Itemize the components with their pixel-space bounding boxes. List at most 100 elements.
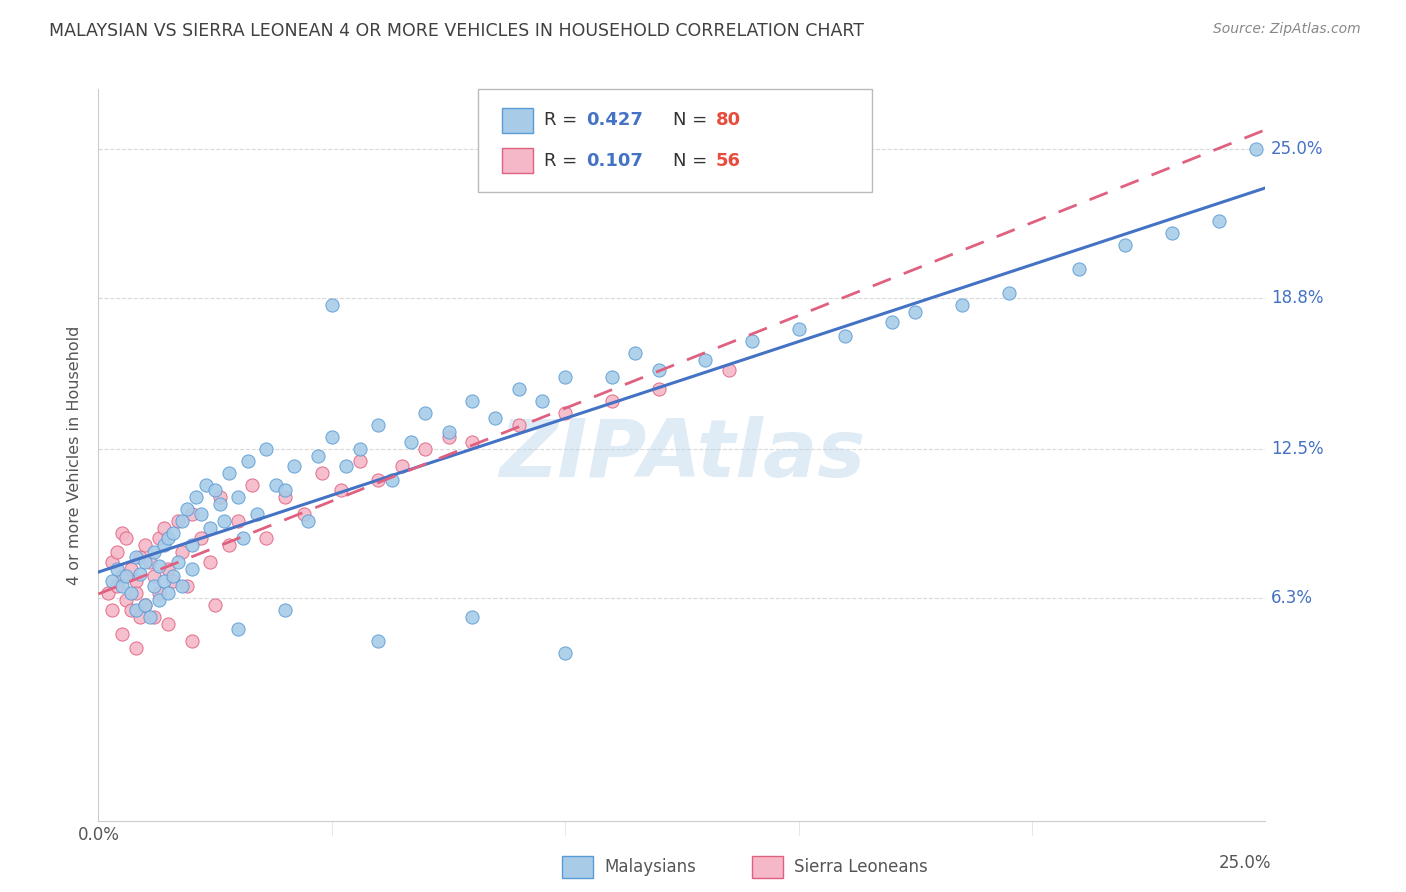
Point xyxy=(111,569,134,583)
Point xyxy=(129,566,152,581)
Point xyxy=(228,622,250,636)
Point xyxy=(162,525,184,540)
Point xyxy=(256,442,278,456)
Point xyxy=(143,579,166,593)
Point xyxy=(330,483,353,497)
Point xyxy=(1114,238,1136,252)
Point xyxy=(148,593,170,607)
Point xyxy=(105,562,128,576)
Point xyxy=(321,298,343,312)
Point xyxy=(242,478,264,492)
Point xyxy=(367,473,389,487)
Point xyxy=(399,434,422,449)
Point xyxy=(180,633,202,648)
Point xyxy=(367,417,389,432)
Text: 80: 80 xyxy=(716,112,741,129)
Text: ZIPAtlas: ZIPAtlas xyxy=(499,416,865,494)
Point xyxy=(180,507,202,521)
Point xyxy=(321,430,343,444)
Point xyxy=(391,458,413,473)
Point xyxy=(139,555,162,569)
Point xyxy=(180,538,202,552)
Point xyxy=(115,569,138,583)
Point xyxy=(218,538,240,552)
Point xyxy=(647,382,669,396)
Point xyxy=(143,609,166,624)
Point xyxy=(437,425,460,439)
Point xyxy=(461,609,484,624)
Point xyxy=(624,346,647,360)
Point xyxy=(904,305,927,319)
Text: 25.0%: 25.0% xyxy=(1219,854,1271,871)
Point xyxy=(413,406,436,420)
Text: N =: N = xyxy=(673,112,713,129)
Point xyxy=(1067,262,1090,277)
Point xyxy=(111,626,134,640)
Point xyxy=(600,370,623,384)
Text: N =: N = xyxy=(673,152,713,169)
Point xyxy=(152,574,174,588)
Point xyxy=(180,562,202,576)
Point xyxy=(461,434,484,449)
Point xyxy=(176,501,198,516)
Point xyxy=(125,549,148,564)
Point xyxy=(283,458,305,473)
Point xyxy=(218,466,240,480)
Point xyxy=(204,483,226,497)
Point xyxy=(381,473,404,487)
Point xyxy=(105,579,128,593)
Point xyxy=(157,617,180,632)
Point xyxy=(134,555,156,569)
Point xyxy=(228,490,250,504)
Point xyxy=(530,394,553,409)
Point xyxy=(157,531,180,545)
Point xyxy=(600,394,623,409)
Point xyxy=(120,562,142,576)
Point xyxy=(228,514,250,528)
Point xyxy=(129,609,152,624)
Point xyxy=(190,531,212,545)
Point xyxy=(172,545,194,559)
Point xyxy=(186,490,208,504)
Text: 25.0%: 25.0% xyxy=(1271,140,1323,158)
Point xyxy=(292,507,315,521)
Point xyxy=(101,555,124,569)
Text: Source: ZipAtlas.com: Source: ZipAtlas.com xyxy=(1213,22,1361,37)
Point xyxy=(134,598,156,612)
Point xyxy=(274,490,297,504)
Point xyxy=(172,514,194,528)
Point xyxy=(297,514,319,528)
Point xyxy=(554,646,576,660)
Point xyxy=(236,454,259,468)
Point xyxy=(787,322,810,336)
Point xyxy=(166,555,188,569)
Point xyxy=(274,483,297,497)
Point xyxy=(695,353,717,368)
Text: R =: R = xyxy=(544,112,583,129)
Point xyxy=(1208,214,1230,228)
Point xyxy=(101,574,124,588)
Point xyxy=(162,574,184,588)
Point xyxy=(508,417,530,432)
Point xyxy=(157,562,180,576)
Point xyxy=(148,559,170,574)
Point xyxy=(166,514,188,528)
Point xyxy=(148,586,170,600)
Point xyxy=(349,454,371,468)
Point xyxy=(105,545,128,559)
Point xyxy=(647,363,669,377)
Point xyxy=(461,394,484,409)
Text: 6.3%: 6.3% xyxy=(1271,589,1313,607)
Point xyxy=(120,586,142,600)
Point xyxy=(349,442,371,456)
Point xyxy=(157,586,180,600)
Point xyxy=(508,382,530,396)
Point xyxy=(246,507,269,521)
Point xyxy=(190,507,212,521)
Point xyxy=(125,640,148,655)
Point xyxy=(125,574,148,588)
Point xyxy=(204,598,226,612)
Point xyxy=(134,598,156,612)
Point xyxy=(1244,142,1267,156)
Point xyxy=(172,579,194,593)
